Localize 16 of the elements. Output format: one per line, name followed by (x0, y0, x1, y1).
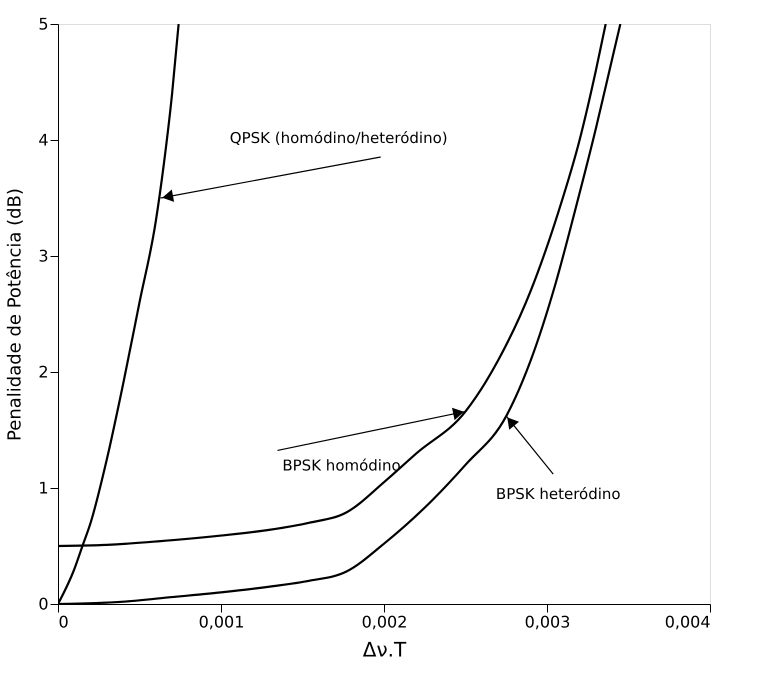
annotation: QPSK (homódino/heteródino) (230, 129, 448, 147)
x-tick-label: 0,003 (524, 612, 570, 632)
annotation: BPSK heteródino (496, 485, 621, 504)
x-tick-label: 0,004 (664, 612, 710, 632)
annotation: BPSK homódino (282, 456, 401, 474)
y-tick-label: 0 (38, 594, 48, 614)
x-tick-label: 0,001 (198, 612, 244, 632)
y-tick-label: 3 (38, 246, 48, 266)
x-axis-title: Δν.T (362, 638, 407, 662)
y-tick-label: 5 (38, 14, 48, 34)
x-tick-label: 0,002 (362, 612, 408, 632)
x-tick-label: 0 (58, 612, 69, 632)
y-tick-label: 1 (38, 478, 48, 498)
y-axis-title: Penalidade de Potência (dB) (4, 188, 26, 441)
y-tick-label: 2 (38, 362, 48, 382)
y-tick-label: 4 (38, 130, 48, 150)
